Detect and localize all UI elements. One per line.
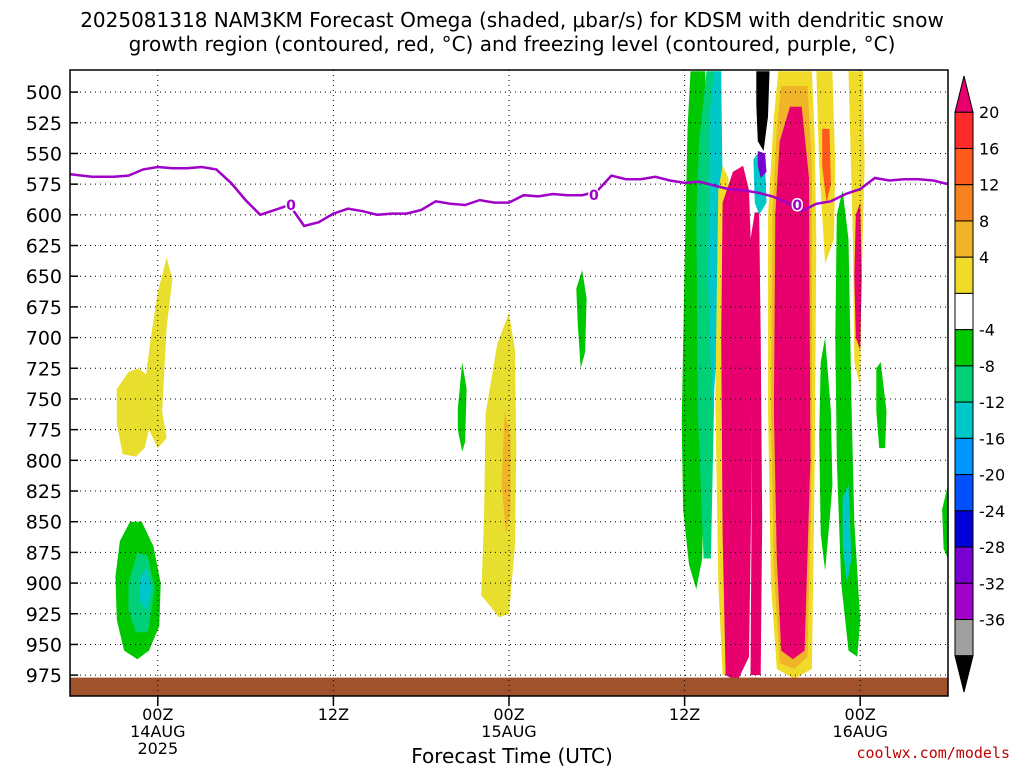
omega-region [835, 190, 861, 657]
y-tick-label: 550 [26, 143, 62, 165]
y-tick-label: 875 [26, 542, 62, 564]
plot-area: 0 0 0 [70, 70, 948, 696]
colorbar-bin [954, 329, 974, 367]
colorbar-bin [954, 401, 974, 439]
colorbar-label: -8 [979, 357, 995, 376]
colorbar-label: -36 [979, 611, 1005, 630]
colorbar-label: -4 [979, 321, 995, 340]
colorbar-label: -32 [979, 574, 1005, 593]
y-tick-label: 750 [26, 389, 62, 411]
x-tick-label: 12Z [318, 705, 349, 724]
omega-region [773, 106, 811, 660]
colorbar-bin [954, 147, 974, 186]
x-tick-label: 00Z [493, 705, 524, 724]
y-tick-label: 675 [26, 297, 62, 319]
colorbar-bin [954, 292, 974, 331]
y-tick-label: 725 [26, 358, 62, 380]
colorbar-bin [954, 582, 974, 621]
colorbar-bin [954, 220, 974, 258]
colorbar-label: -12 [979, 393, 1005, 412]
omega-region [842, 484, 852, 584]
colorbar-bin [954, 546, 974, 584]
colorbar-label: 16 [979, 139, 999, 158]
watermark: coolwx.com/models [856, 744, 1010, 762]
x-tick-label: 12Z [669, 705, 700, 724]
y-tick-label: 575 [26, 174, 62, 196]
colorbar-bin [954, 510, 974, 548]
chart-title-line2: growth region (contoured, red, °C) and f… [128, 32, 896, 56]
omega-region [721, 165, 752, 682]
y-tick-label: 850 [26, 512, 62, 534]
y-tick-label: 975 [26, 665, 62, 687]
colorbar-bin [954, 111, 974, 149]
freezing-level-label: 0 [286, 198, 296, 214]
omega-region [757, 151, 767, 178]
y-tick-label: 800 [26, 450, 62, 472]
omega-region [481, 313, 517, 618]
colorbar-label: 20 [979, 103, 999, 122]
omega-region [819, 337, 833, 571]
omega-region [501, 411, 511, 534]
colorbar-bin [954, 437, 974, 476]
freezing-level-line [70, 165, 948, 228]
y-tick-label: 900 [26, 573, 62, 595]
omega-region [708, 71, 723, 412]
omega-region [822, 128, 831, 203]
freezing-level-label: 0 [792, 198, 802, 214]
colorbar-bin [954, 75, 974, 113]
colorbar-bin [954, 474, 974, 512]
y-tick-label: 600 [26, 205, 62, 227]
x-axis-label: Forecast Time (UTC) [411, 744, 613, 768]
omega-region [854, 202, 862, 350]
colorbar-label: -20 [979, 466, 1005, 485]
y-tick-label: 700 [26, 328, 62, 350]
omega-region [576, 270, 587, 369]
y-tick-label: 525 [26, 113, 62, 135]
omega-region [138, 567, 152, 611]
y-tick-label: 625 [26, 236, 62, 258]
omega-region [116, 257, 173, 457]
colorbar-label: 12 [979, 176, 999, 195]
y-tick-label: 825 [26, 481, 62, 503]
colorbar-label: -16 [979, 429, 1005, 448]
colorbar-bin [954, 256, 974, 294]
y-tick-label: 775 [26, 420, 62, 442]
x-tick-date: 16AUG [832, 722, 887, 741]
omega-region [876, 362, 887, 449]
x-tick-label: 00Z [845, 705, 876, 724]
x-tick-label: 00Z [142, 705, 173, 724]
colorbar-bin [954, 619, 974, 657]
colorbar-label: 4 [979, 248, 989, 267]
colorbar-label: 8 [979, 212, 989, 231]
omega-region [457, 362, 467, 452]
y-tick-label: 950 [26, 634, 62, 656]
colorbar-bin [954, 655, 974, 693]
x-tick-date: 15AUG [481, 722, 536, 741]
colorbar-bin [954, 365, 974, 403]
colorbar-label: -24 [979, 502, 1005, 521]
terrain-strip [70, 677, 948, 696]
y-tick-label: 925 [26, 604, 62, 626]
colorbar-label: -28 [979, 538, 1005, 557]
omega-region [756, 71, 770, 151]
freezing-level-label: 0 [589, 188, 599, 204]
x-tick-date: 14AUG [130, 722, 185, 741]
x-tick-year: 2025 [137, 739, 178, 758]
y-tick-label: 500 [26, 82, 62, 104]
colorbar-bin [954, 184, 974, 222]
y-tick-label: 650 [26, 266, 62, 288]
omega-region [750, 212, 763, 676]
chart-title-line1: 2025081318 NAM3KM Forecast Omega (shaded… [80, 8, 944, 32]
